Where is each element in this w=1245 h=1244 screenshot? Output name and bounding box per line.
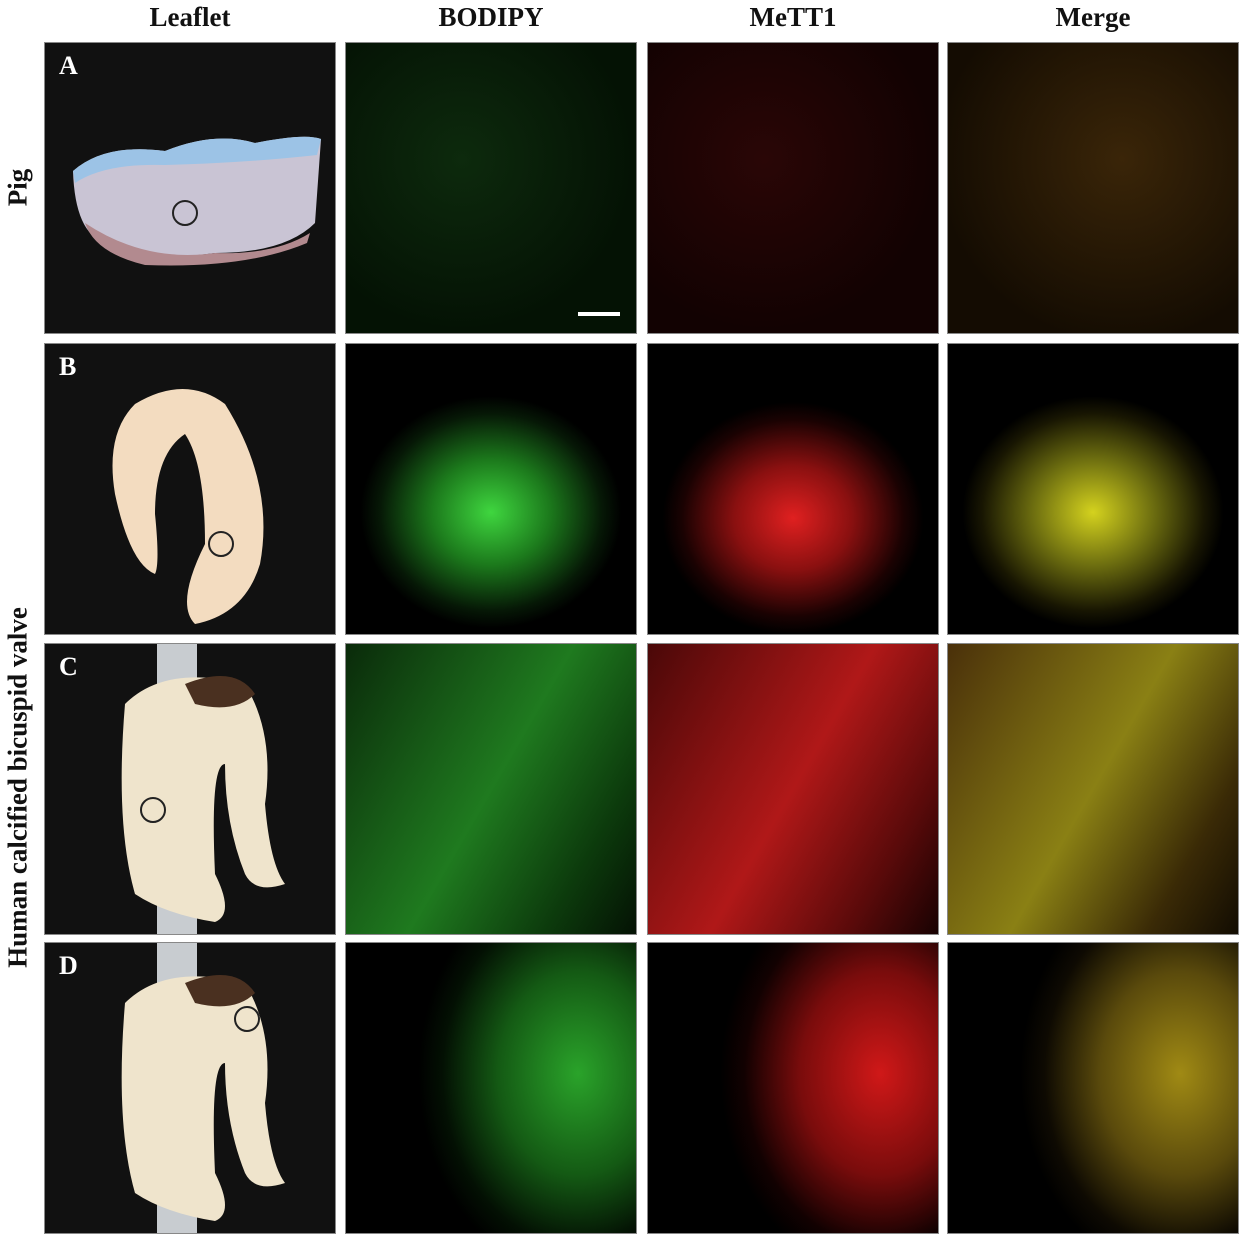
panel-b-bodipy — [345, 343, 637, 635]
panel-c-mett1 — [647, 643, 939, 935]
panel-c-merge — [947, 643, 1239, 935]
panel-a-bodipy — [345, 42, 637, 334]
panel-c-bodipy — [345, 643, 637, 935]
panel-c-leaflet: C — [44, 643, 336, 935]
panel-letter: C — [59, 652, 78, 681]
row-label-human: Human calcified bicuspid valve — [2, 607, 33, 968]
panel-d-bodipy — [345, 942, 637, 1234]
column-header-merge: Merge — [1055, 2, 1131, 32]
scale-bar — [578, 312, 620, 316]
panel-d-merge — [947, 942, 1239, 1234]
panel-b-merge — [947, 343, 1239, 635]
column-header-bodipy: BODIPY — [438, 2, 544, 32]
panel-letter: D — [59, 951, 78, 980]
row-label-pig: Pig — [2, 168, 33, 207]
panel-a-leaflet: A — [44, 42, 336, 334]
column-header-leaflet: Leaflet — [149, 2, 231, 32]
column-header-mett1: MeTT1 — [749, 2, 837, 32]
panel-letter: B — [59, 352, 77, 381]
panel-a-mett1 — [647, 42, 939, 334]
panel-b-leaflet: B — [44, 343, 336, 635]
panel-d-mett1 — [647, 942, 939, 1234]
panel-letter: A — [59, 51, 78, 80]
panel-d-leaflet: D — [44, 942, 336, 1234]
panel-b-mett1 — [647, 343, 939, 635]
panel-a-merge — [947, 42, 1239, 334]
